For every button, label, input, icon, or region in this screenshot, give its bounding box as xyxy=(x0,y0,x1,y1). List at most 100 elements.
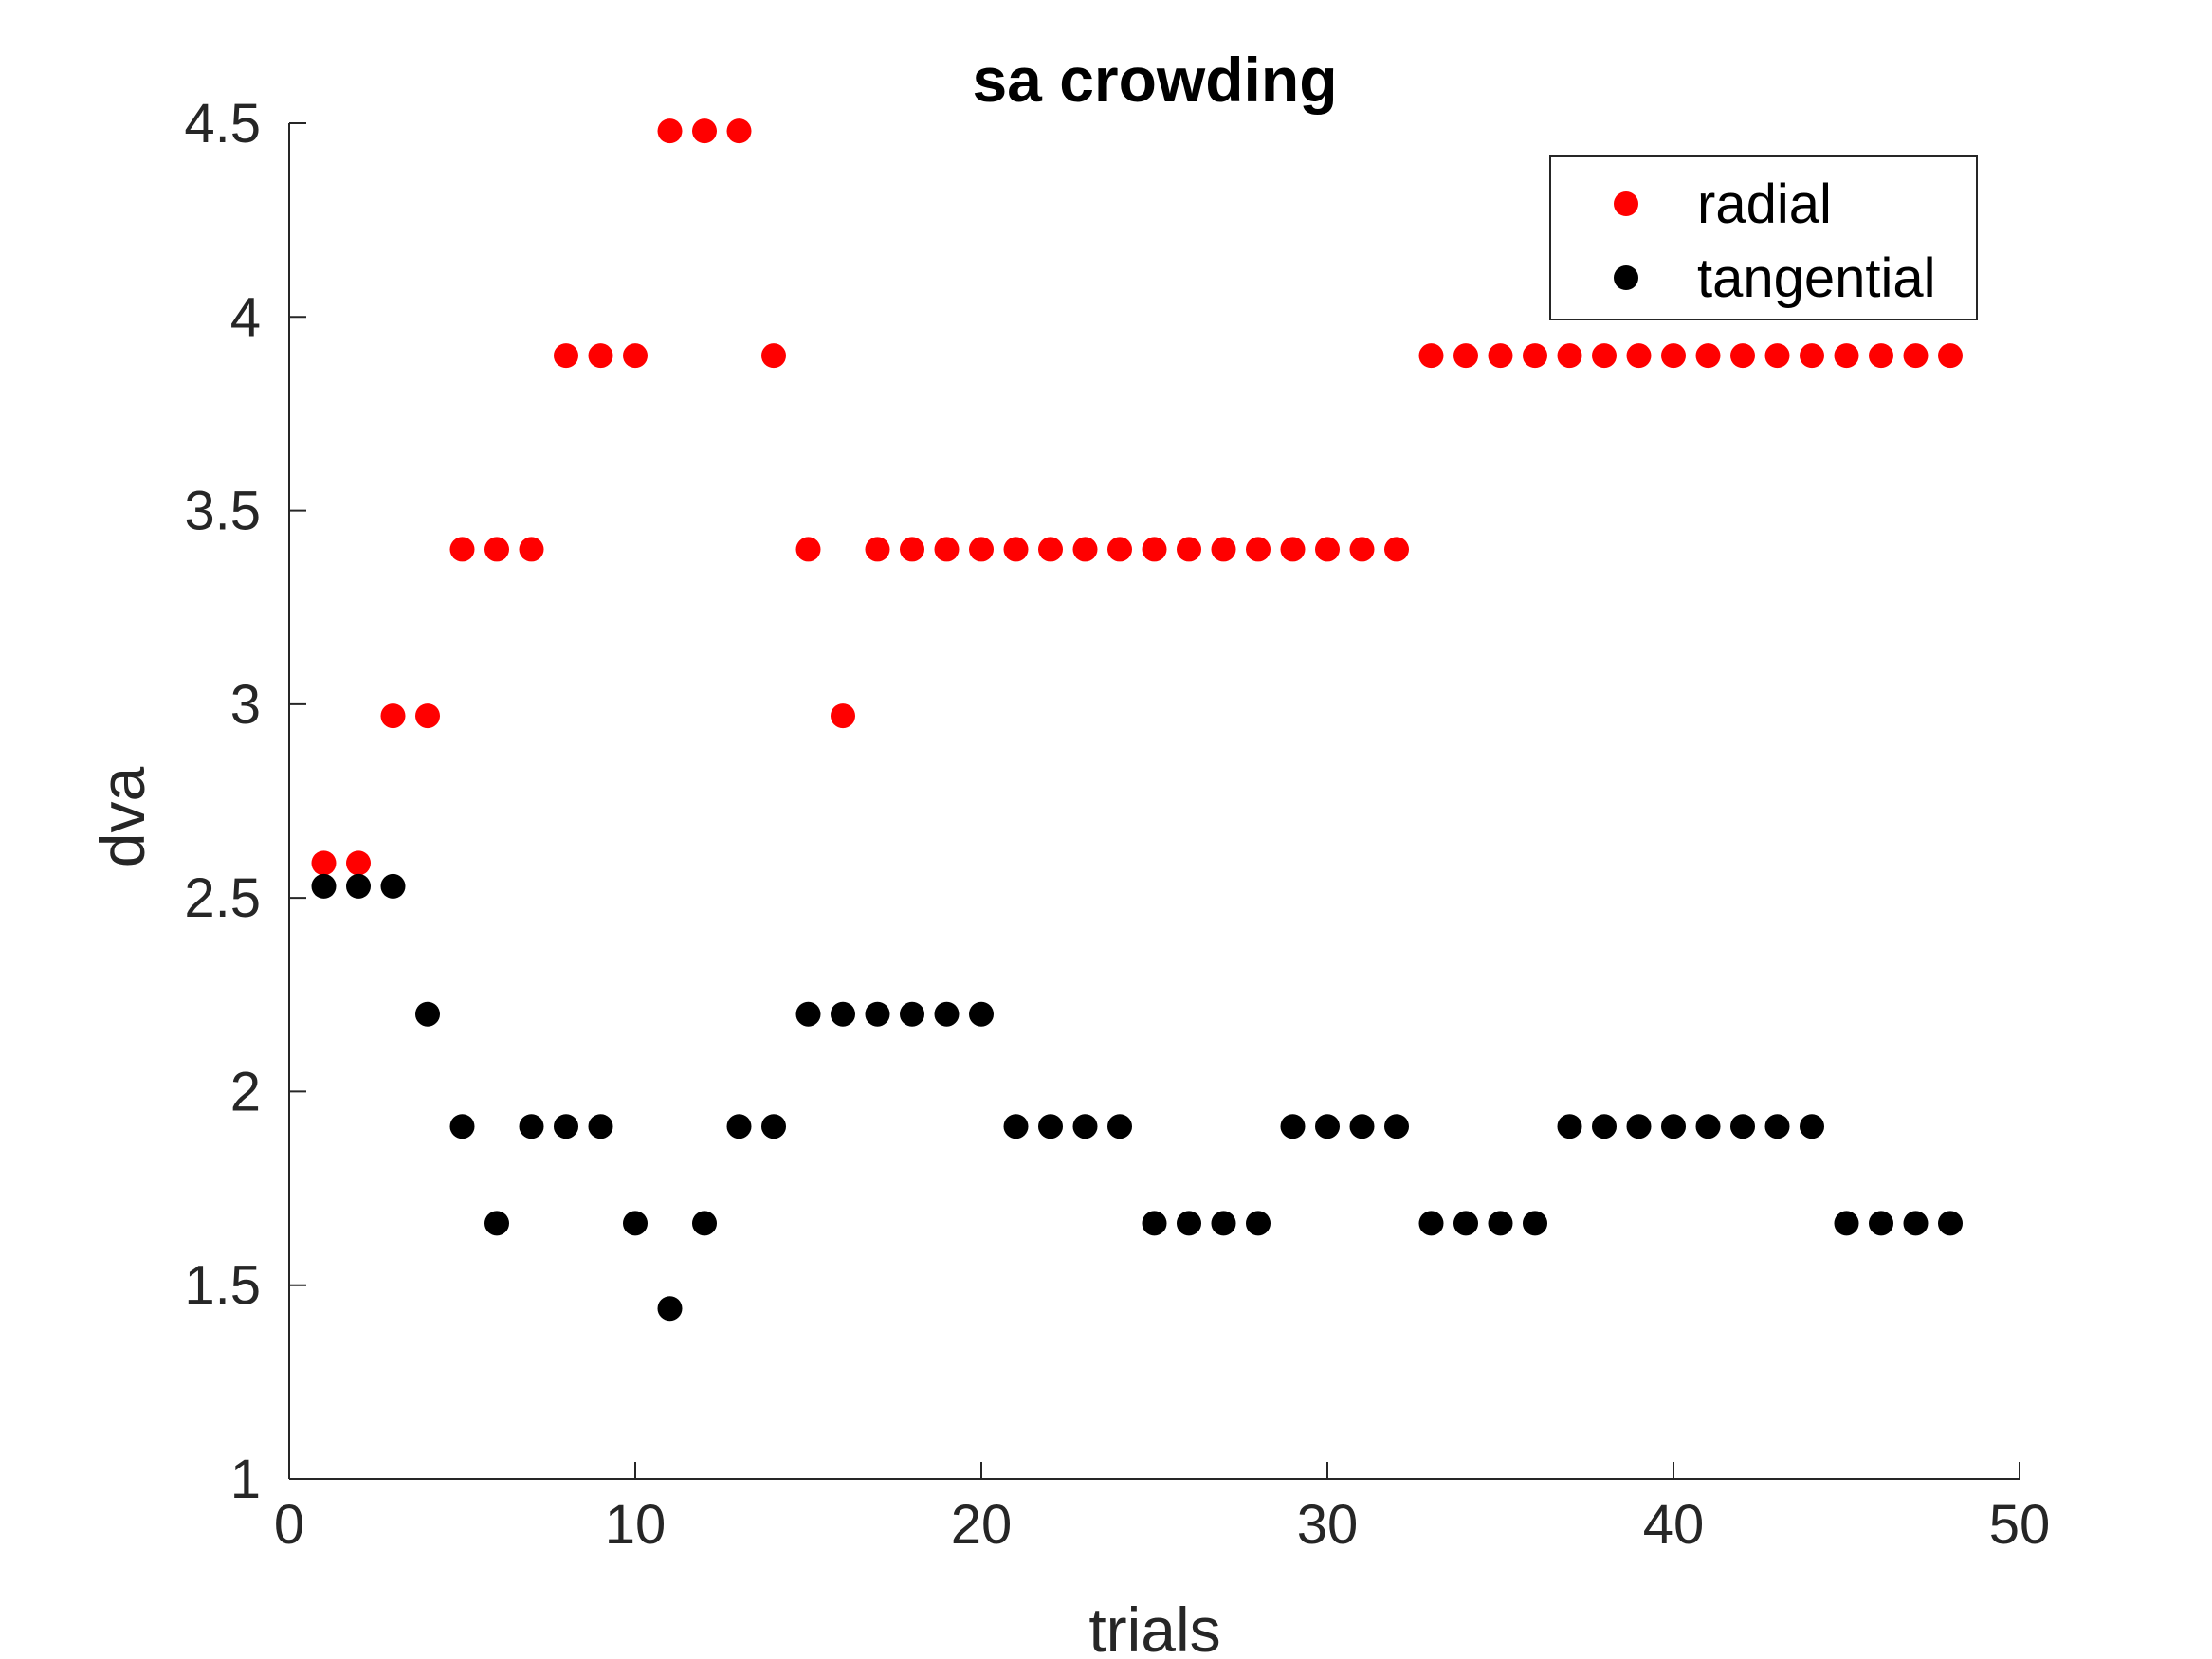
radial-point xyxy=(1869,343,1893,369)
radial-point xyxy=(1523,343,1547,369)
radial-point xyxy=(1800,343,1824,369)
x-tick-label: 30 xyxy=(1297,1494,1359,1556)
y-tick-label: 1 xyxy=(230,1449,261,1510)
radial-point xyxy=(346,850,371,876)
tangential-point xyxy=(934,1001,960,1027)
tangential-point xyxy=(346,873,371,899)
tangential-point xyxy=(969,1001,994,1027)
tangential-point xyxy=(1418,1211,1444,1236)
radial-point xyxy=(1038,537,1063,562)
y-tick-label: 4 xyxy=(230,286,261,348)
radial-point xyxy=(1072,537,1098,562)
x-tick-label: 40 xyxy=(1643,1494,1705,1556)
y-tick-label: 1.5 xyxy=(184,1255,261,1317)
tangential-point xyxy=(1695,1114,1721,1139)
tangential-point xyxy=(623,1211,648,1236)
radial-point xyxy=(623,343,648,369)
x-tick-label: 50 xyxy=(1989,1494,2051,1556)
radial-point xyxy=(1003,537,1029,562)
tangential-point xyxy=(449,1114,475,1139)
radial-point xyxy=(1177,537,1201,562)
radial-point xyxy=(1315,537,1340,562)
tangential-point xyxy=(380,873,406,899)
radial-point xyxy=(831,703,855,729)
radial-point xyxy=(554,343,578,369)
radial-point xyxy=(1592,343,1617,369)
legend-label-radial: radial xyxy=(1697,173,1832,235)
y-tick-label: 2 xyxy=(230,1061,261,1122)
radial-point xyxy=(415,703,440,729)
tangential-point xyxy=(1072,1114,1098,1139)
tangential-point xyxy=(1661,1114,1686,1139)
tangential-point xyxy=(1592,1114,1617,1139)
tangential-point xyxy=(1142,1211,1167,1236)
radial-point xyxy=(1488,343,1513,369)
legend-marker-tangential xyxy=(1614,265,1638,290)
radial-point xyxy=(865,537,890,562)
radial-point xyxy=(1903,343,1929,369)
legend: radial tangential xyxy=(1549,155,1978,320)
radial-point xyxy=(1246,537,1271,562)
series-tangential xyxy=(311,873,1963,1322)
radial-point xyxy=(657,118,683,144)
radial-point xyxy=(1453,343,1478,369)
radial-point xyxy=(484,537,509,562)
tangential-point xyxy=(1800,1114,1824,1139)
radial-point xyxy=(1142,537,1167,562)
radial-point xyxy=(1661,343,1686,369)
tangential-point xyxy=(1246,1211,1271,1236)
tangential-point xyxy=(588,1114,613,1139)
radial-point xyxy=(1280,537,1306,562)
radial-point xyxy=(1695,343,1721,369)
tangential-point xyxy=(1903,1211,1929,1236)
tangential-point xyxy=(692,1211,717,1236)
tangential-point xyxy=(726,1114,752,1139)
series-radial xyxy=(311,118,1963,876)
tangential-point xyxy=(1730,1114,1755,1139)
x-tick-label: 0 xyxy=(274,1494,304,1556)
radial-point xyxy=(1349,537,1375,562)
tangential-point xyxy=(1488,1211,1513,1236)
tangential-point xyxy=(657,1296,683,1322)
y-tick-label: 4.5 xyxy=(184,93,261,155)
tangential-point xyxy=(1834,1211,1859,1236)
tangential-point xyxy=(1384,1114,1409,1139)
tangential-point xyxy=(831,1001,855,1027)
tangential-point xyxy=(1869,1211,1893,1236)
radial-point xyxy=(795,537,821,562)
y-tick-label: 3 xyxy=(230,674,261,736)
tangential-point xyxy=(415,1001,440,1027)
radial-point xyxy=(969,537,994,562)
tangential-point xyxy=(1764,1114,1790,1139)
tangential-point xyxy=(311,873,337,899)
y-tick-label: 2.5 xyxy=(184,867,261,929)
radial-point xyxy=(1730,343,1755,369)
tangential-point xyxy=(1938,1211,1963,1236)
y-axis-label: dva xyxy=(87,767,157,868)
x-axis-label: trials xyxy=(1088,1595,1220,1659)
radial-point xyxy=(1764,343,1790,369)
radial-point xyxy=(1938,343,1963,369)
tangential-point xyxy=(865,1001,890,1027)
legend-label-tangential: tangential xyxy=(1697,247,1936,309)
legend-marker-radial xyxy=(1614,191,1638,216)
tangential-point xyxy=(1349,1114,1375,1139)
radial-point xyxy=(1834,343,1859,369)
tangential-point xyxy=(1177,1211,1201,1236)
radial-point xyxy=(934,537,960,562)
y-tick-label: 3.5 xyxy=(184,481,261,542)
tangential-point xyxy=(1557,1114,1582,1139)
tangential-point xyxy=(761,1114,786,1139)
radial-point xyxy=(692,118,717,144)
tangential-point xyxy=(900,1001,924,1027)
chart-title: sa crowding xyxy=(972,45,1337,115)
tangential-point xyxy=(1107,1114,1132,1139)
tangential-point xyxy=(1315,1114,1340,1139)
radial-point xyxy=(1626,343,1652,369)
data-points xyxy=(311,118,1963,1322)
radial-point xyxy=(1557,343,1582,369)
radial-point xyxy=(761,343,786,369)
x-tick-label: 20 xyxy=(951,1494,1013,1556)
radial-point xyxy=(726,118,752,144)
